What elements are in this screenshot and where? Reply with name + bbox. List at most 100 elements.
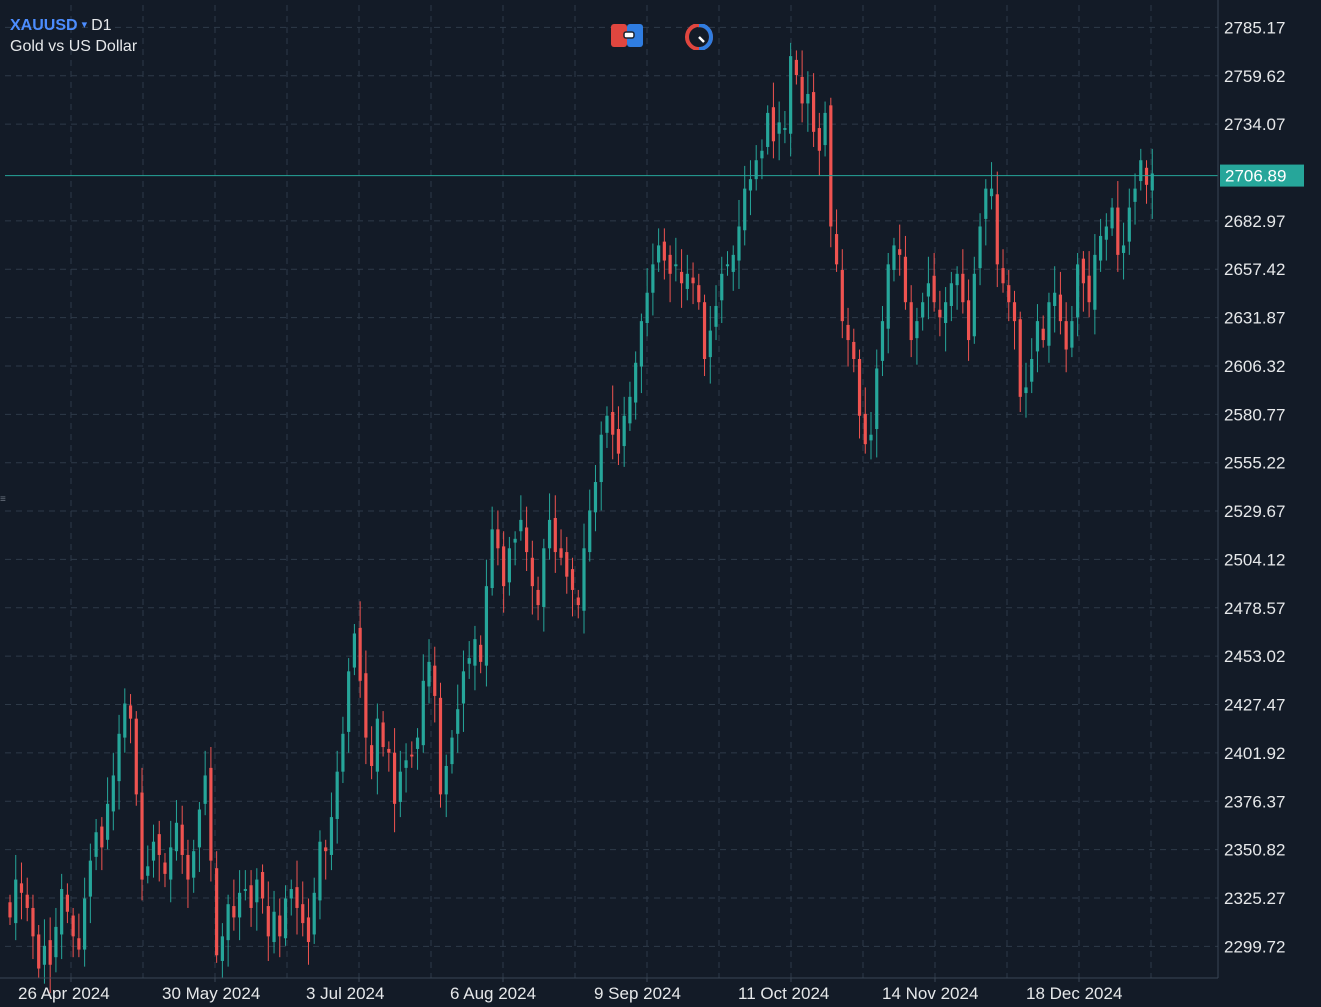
candle-body [151,841,156,861]
candle-body [748,179,753,191]
candle-body [1047,302,1051,346]
timer-icon[interactable] [683,23,715,55]
candle-body [358,627,362,681]
timeframe-label[interactable]: D1 [91,17,112,34]
candle-body [725,264,730,267]
candle-body [622,415,626,447]
candle-body [921,302,925,318]
candle-body [639,321,643,367]
candle-body [42,945,47,965]
candle-body [880,321,885,361]
candle-body [777,122,781,134]
chevron-down-icon[interactable]: ▾ [81,19,88,31]
grid [5,5,1218,978]
candle-body [272,911,276,943]
candle-body [324,847,328,852]
candle-body [783,128,787,130]
candle-body [329,817,334,855]
y-tick-label: 2325.27 [1224,889,1285,908]
candle-body [984,188,988,219]
candle-body [1024,387,1028,394]
candle-body [1110,207,1114,229]
candle-body [255,879,259,903]
candle-body [771,107,776,142]
candle-body [25,894,29,908]
candle-body [1007,285,1011,303]
candle-body [134,718,138,795]
candle-body [525,527,529,553]
candle-body [83,898,87,950]
candle-body [174,822,179,852]
candle-body [743,188,747,231]
candle-body [1104,226,1108,240]
candle-body [186,854,190,880]
x-tick-label: 18 Dec 2024 [1026,984,1122,1003]
candle-body [1121,245,1126,253]
candle-body [249,885,253,908]
current-price-badge [1220,164,1304,187]
candle-body [117,733,121,782]
candle-body [898,249,902,255]
symbol-name[interactable]: XAUUSD [10,17,78,34]
candle-body [490,529,494,589]
candle-body [553,518,557,553]
x-tick-label: 14 Nov 2024 [882,984,978,1003]
candle-body [479,644,483,662]
candle-body [180,824,184,855]
candle-body [634,362,638,403]
candle-body [105,803,110,840]
panel-resize-handle[interactable]: ≡ [0,494,6,505]
x-tick-label: 6 Aug 2024 [450,984,536,1003]
candle-body [875,368,879,430]
candle-body [720,273,724,301]
y-tick-label: 2631.87 [1224,309,1285,328]
candle-body [616,429,621,454]
candle-body [421,680,425,746]
candle-body [697,285,701,303]
candle-body [209,767,213,861]
candle-body [817,128,821,151]
candle-body [197,809,202,848]
candle-body [31,907,35,937]
candle-body [915,321,919,339]
y-tick-label: 2350.82 [1224,841,1285,860]
candle-body [806,93,810,104]
candle-body [260,871,265,899]
candle-body [94,832,98,857]
candle-body [19,883,24,893]
candle-body [387,748,391,753]
candle-body [536,589,540,606]
candle-body [823,112,827,146]
candle-body [54,926,58,958]
candle-body [444,765,448,795]
candle-body [398,771,402,802]
y-tick-label: 2580.77 [1224,405,1285,424]
y-tick-label: 2759.62 [1224,67,1285,86]
candle-body [283,898,288,939]
x-tick-label: 9 Sep 2024 [594,984,681,1003]
candle-body [657,245,661,263]
candle-body [869,434,873,441]
candle-body [944,302,948,324]
candle-body [800,76,804,104]
candle-body [163,862,167,874]
candle-body [685,273,689,289]
candle-body [192,851,196,878]
candle-body [238,892,242,918]
candle-body [77,938,81,950]
y-tick-label: 2682.97 [1224,212,1285,231]
candle-body [502,546,506,587]
candle-body [1093,254,1097,310]
candle-body [289,889,293,899]
y-tick-label: 2299.72 [1224,937,1285,956]
candle-body [146,866,150,876]
candle-body [605,415,609,433]
candle-body [645,292,649,324]
candle-body [857,358,862,416]
trade-panel-icon[interactable] [611,24,643,53]
candle-body [1012,302,1017,322]
y-tick-label: 2657.42 [1224,260,1285,279]
